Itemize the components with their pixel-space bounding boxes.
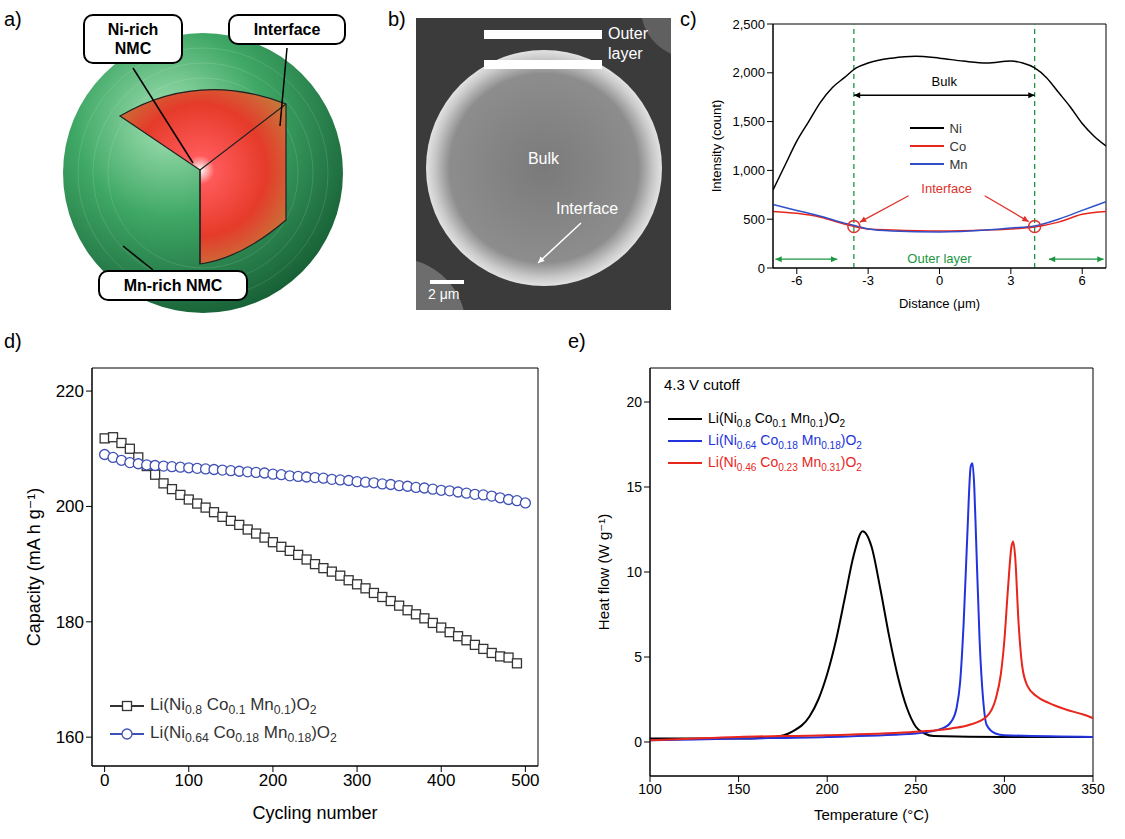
svg-text:500: 500: [743, 212, 765, 227]
html-text:Temperature (°C): Temperature (°C): [813, 805, 930, 823]
html-text:Mn: Mn: [949, 156, 968, 172]
html-text:Li(Ni0.64Co0.18Mn0.18)O2: Li(Ni0.64Co0.18Mn0.18)O2: [708, 431, 862, 451]
svg-text:220: 220: [56, 382, 84, 401]
svg-text:150: 150: [727, 781, 751, 797]
svg-text:300: 300: [993, 781, 1017, 797]
html-text:e): e): [568, 330, 586, 352]
html-text:Ni-rich NMC: Ni-rich NMC: [107, 21, 159, 58]
html-text:Bulk: Bulk: [527, 150, 560, 167]
html-text:Intensity (count): Intensity (count): [708, 99, 724, 193]
html-text:Distance (μm): Distance (μm): [898, 295, 981, 311]
svg-text:200: 200: [259, 771, 287, 790]
html-text:Heat flow (W g⁻¹): Heat flow (W g⁻¹): [594, 513, 612, 631]
svg-text:0: 0: [100, 771, 109, 790]
svg-text:1,500: 1,500: [732, 114, 765, 129]
svg-text:-6: -6: [791, 273, 803, 288]
html-text:Capacity (mA h g⁻¹): Capacity (mA h g⁻¹): [24, 487, 44, 647]
html-text:Mn-rich NMC: Mn-rich NMC: [123, 277, 223, 294]
svg-text:300: 300: [343, 771, 371, 790]
html-text:d): d): [4, 330, 22, 352]
svg-text:100: 100: [175, 771, 203, 790]
svg-text:5: 5: [634, 649, 642, 665]
html-text:Co: Co: [949, 138, 967, 154]
svg-text:Bulk: Bulk: [932, 74, 958, 89]
html-text:Ni: Ni: [949, 120, 962, 136]
svg-text:Outer layer: Outer layer: [907, 251, 972, 266]
html-text:4.3 V cutoff: 4.3 V cutoff: [664, 376, 740, 393]
html-text:Li(Ni0.8Co0.1Mn0.1)O2: Li(Ni0.8Co0.1Mn0.1)O2: [150, 694, 317, 718]
svg-text:350: 350: [1081, 781, 1105, 797]
svg-text:400: 400: [427, 771, 455, 790]
svg-text:2,500: 2,500: [732, 17, 765, 32]
svg-text:250: 250: [904, 781, 928, 797]
html-text:Li(Ni0.8Co0.1Mn0.1)O2: Li(Ni0.8Co0.1Mn0.1)O2: [708, 409, 846, 429]
svg-text:100: 100: [638, 781, 662, 797]
html-text:Li(Ni0.64Co0.18Mn0.18)O2: Li(Ni0.64Co0.18Mn0.18)O2: [150, 722, 337, 746]
html-text:Interface: Interface: [253, 21, 321, 38]
html-text:a): a): [4, 8, 22, 30]
svg-text:2,000: 2,000: [732, 65, 765, 80]
svg-text:160: 160: [56, 728, 84, 747]
html-text:Interface: Interface: [556, 200, 619, 217]
svg-text:Interface: Interface: [921, 181, 972, 196]
svg-text:10: 10: [626, 564, 642, 580]
svg-text:0: 0: [634, 734, 642, 750]
svg-text:3: 3: [1007, 273, 1014, 288]
svg-text:0: 0: [758, 261, 765, 276]
svg-text:500: 500: [511, 771, 539, 790]
svg-text:200: 200: [56, 497, 84, 516]
html-text:Li(Ni0.46Co0.23Mn0.31)O2: Li(Ni0.46Co0.23Mn0.31)O2: [708, 453, 862, 473]
html-text:b): b): [388, 8, 406, 30]
svg-text:15: 15: [626, 479, 642, 495]
html-text:Cycling number: Cycling number: [252, 803, 378, 823]
svg-text:20: 20: [626, 394, 642, 410]
svg-text:6: 6: [1079, 273, 1086, 288]
svg-text:180: 180: [56, 613, 84, 632]
svg-text:1,000: 1,000: [732, 163, 765, 178]
svg-text:200: 200: [816, 781, 840, 797]
svg-text:-3: -3: [862, 273, 874, 288]
svg-text:0: 0: [936, 273, 943, 288]
html-text:c): c): [680, 8, 697, 30]
html-text:Outer layer: Outer layer: [608, 25, 648, 62]
html-text:2 μm: 2 μm: [428, 286, 460, 302]
